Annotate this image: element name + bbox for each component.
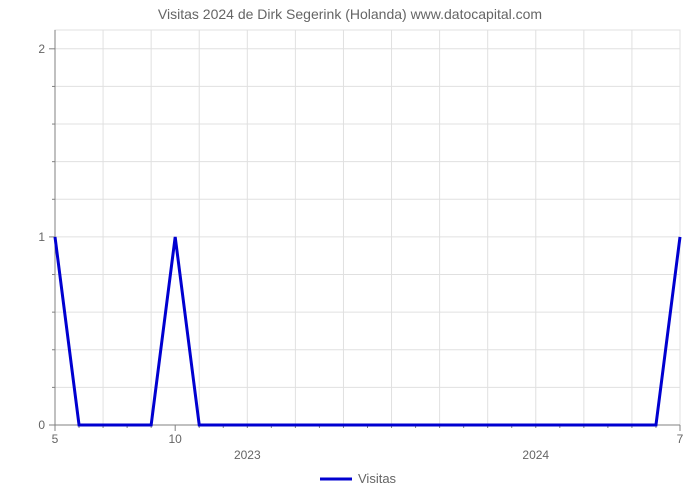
chart-title: Visitas 2024 de Dirk Segerink (Holanda) … xyxy=(0,6,700,22)
x-tick-label: 5 xyxy=(52,432,59,446)
legend: Visitas xyxy=(0,467,700,491)
x-group-label: 2023 xyxy=(234,448,261,462)
y-tick-label: 2 xyxy=(38,42,45,56)
y-tick-label: 1 xyxy=(38,230,45,244)
x-group-label: 2024 xyxy=(522,448,549,462)
legend-label: Visitas xyxy=(358,471,397,486)
x-tick-label: 10 xyxy=(169,432,183,446)
x-tick-label: 7 xyxy=(677,432,684,446)
visits-line-chart: Visitas 2024 de Dirk Segerink (Holanda) … xyxy=(0,0,700,500)
plot-area: 0 1 2 5 10 7 2023 2024 xyxy=(25,26,688,477)
y-tick-label: 0 xyxy=(38,418,45,432)
